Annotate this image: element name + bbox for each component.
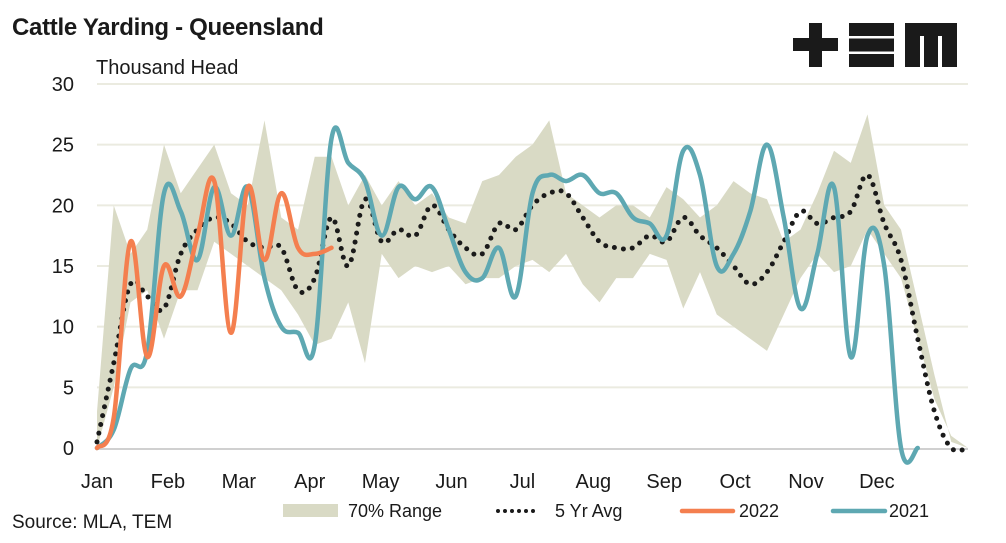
x-tick-label: Jun [435,471,467,493]
legend-label-range: 70% Range [348,501,442,521]
x-tick-label: Apr [294,471,325,493]
x-tick-label: Aug [576,471,612,493]
y-tick-label: 0 [63,438,74,460]
series-2021 [94,125,920,465]
legend-swatch-range [283,504,338,517]
logo-e-bot [849,54,894,67]
tem-logo [793,23,957,67]
y-tick-label: 10 [52,317,74,339]
y-tick-label: 20 [52,195,74,217]
y-tick-label: 30 [52,74,74,96]
series-2022 [94,175,334,451]
y-tick-label: 5 [63,377,74,399]
logo-e-top [849,23,894,36]
x-tick-label: Sep [646,471,682,493]
logo-m [905,23,957,67]
legend-label-2022: 2022 [739,501,779,521]
x-tick-label: Feb [151,471,185,493]
y-axis-ticks: 0 5 10 15 20 25 30 [52,74,74,460]
x-tick-label: Jan [81,471,113,493]
logo-plus-v [809,23,822,67]
x-tick-label: Oct [720,471,752,493]
legend-label-avg: 5 Yr Avg [555,501,622,521]
y-axis-unit-label: Thousand Head [96,57,238,79]
x-tick-label: May [362,471,400,493]
x-tick-label: Dec [859,471,895,493]
y-tick-label: 15 [52,256,74,278]
range-band-70pct [97,114,968,448]
x-tick-label: Nov [788,471,824,493]
x-axis-ticks: Jan Feb Mar Apr May Jun Jul Aug Sep Oct Nov Dec [81,471,895,493]
legend: 70% Range 5 Yr Avg 2022 2021 [283,501,929,521]
x-tick-label: Jul [510,471,536,493]
chart-title: Cattle Yarding - Queensland [12,14,324,41]
source-note: Source: MLA, TEM [12,512,173,533]
x-tick-label: Mar [222,471,257,493]
logo-e-mid [849,38,894,52]
legend-label-2021: 2021 [889,501,929,521]
y-tick-label: 25 [52,135,74,157]
